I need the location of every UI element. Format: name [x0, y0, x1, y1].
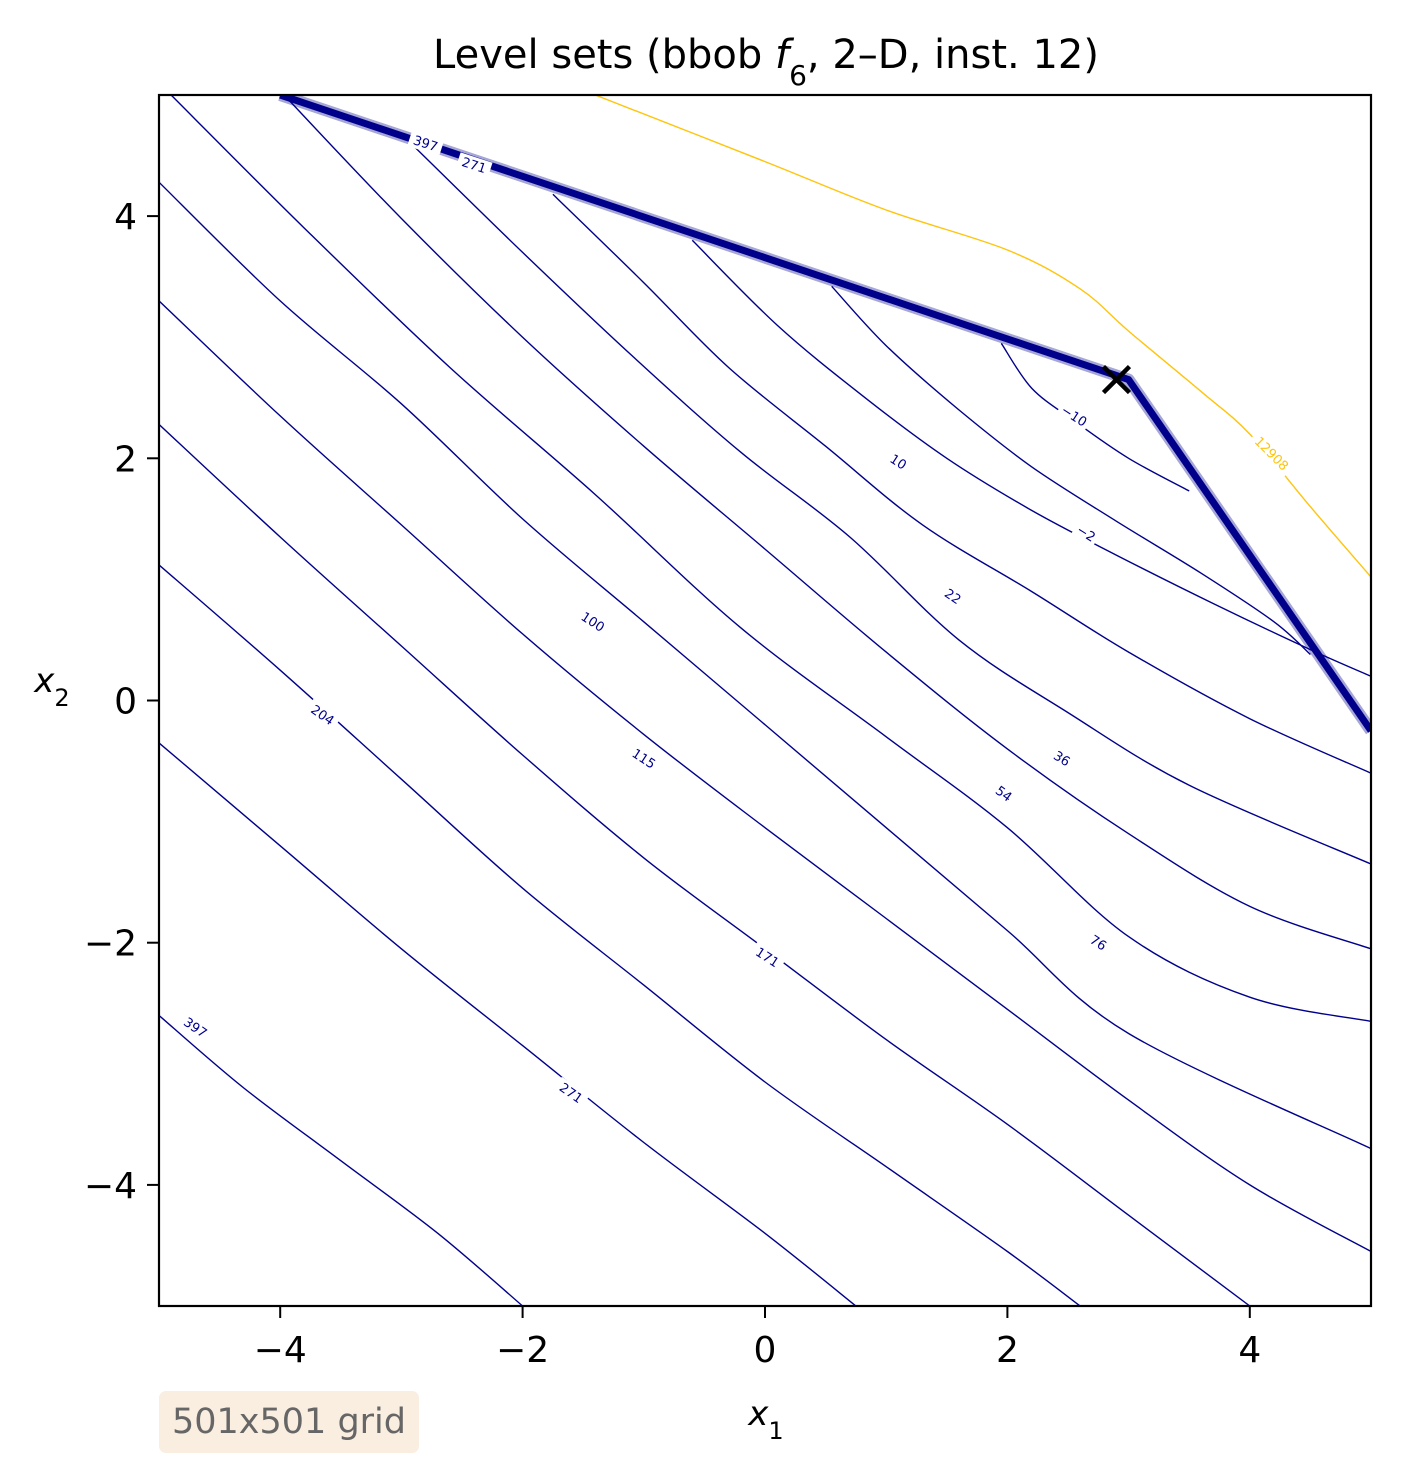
contour-line-22 — [552, 193, 1371, 774]
contour-line-171 — [159, 423, 1251, 1306]
y-axis-label: x2 — [33, 661, 69, 712]
optimum-marker-stroke-b — [1101, 364, 1132, 395]
ridge-contour-halo — [278, 95, 1371, 735]
contour-label-76-gap — [1083, 929, 1114, 957]
axis-label-subscript: 1 — [768, 1417, 783, 1445]
contour-label-54-gap — [988, 779, 1019, 808]
contours-layer — [159, 95, 1371, 1306]
contour-label-12908-gap — [1248, 429, 1296, 478]
contour-label-271-gap — [552, 1076, 590, 1110]
contour-label-204-gap — [304, 698, 341, 732]
ticks-layer: −4 −2 0 2 4 −4 −2 0 2 4 — [84, 197, 1261, 1371]
contour-label-171-gap — [748, 941, 786, 974]
y-tick-label: −4 — [84, 1166, 137, 1207]
title-prefix: Level sets (bbob — [433, 32, 775, 78]
grid-size-note: 501x501 grid — [159, 1391, 419, 1453]
y-tick-label: 4 — [114, 197, 137, 238]
y-tick-label: 2 — [114, 439, 137, 480]
y-tick-label: −2 — [84, 924, 137, 965]
contour-line-100 — [159, 181, 1371, 1150]
title-suffix: , 2–D, inst. 12) — [807, 32, 1099, 78]
contour-line-neg2 — [691, 239, 1371, 677]
contour-line-76 — [170, 95, 1371, 1023]
ridge-label-1: 271 — [455, 152, 493, 178]
contour-label-neg10-gap — [1055, 400, 1093, 432]
contour-label-neg2-gap — [1071, 519, 1102, 547]
x-tick-label: −2 — [496, 1330, 549, 1371]
x-axis-label: x1 — [747, 1394, 783, 1445]
y-tick-label: 0 — [114, 682, 137, 723]
x-tick-label: −4 — [254, 1330, 307, 1371]
contour-line-115 — [159, 300, 1371, 1253]
contour-label-100: 100 — [574, 605, 612, 638]
contour-label-22-gap — [938, 582, 968, 611]
contour-line-36 — [413, 145, 1371, 865]
ridge-contour-bundle — [279, 95, 1371, 733]
chart-title: Level sets (bbob f6, 2–D, inst. 12) — [433, 32, 1099, 92]
ridge-label-1-text: 271 — [460, 155, 488, 177]
contour-label-36: 36 — [1047, 745, 1077, 773]
optimum-marker-layer — [1101, 364, 1132, 395]
contour-label-10-gap — [883, 448, 914, 476]
axis-label-subscript: 2 — [54, 684, 69, 712]
title-func-subscript: 6 — [789, 59, 807, 92]
ridge-label-1-gap — [455, 152, 493, 178]
x-tick-label: 4 — [1238, 1330, 1261, 1371]
contour-label-115-gap — [625, 742, 663, 775]
contour-line-10 — [831, 285, 1311, 656]
contour-line-397 — [159, 1014, 524, 1306]
contour-label-36-text: 36 — [1050, 749, 1072, 770]
contour-label-36-gap — [1047, 745, 1077, 773]
ridge-label-0-text: 397 — [411, 133, 439, 155]
ridge-label-0: 397 — [407, 130, 445, 157]
axis-label-base: x — [747, 1394, 769, 1434]
x-tick-label: 0 — [754, 1330, 777, 1371]
contour-label-100-gap — [574, 605, 612, 638]
contour-labels-layer: −1010−2223654761001151712042713971290839… — [177, 130, 1296, 1110]
contour-line-204 — [159, 564, 1081, 1306]
ridge-label-0-gap — [407, 130, 445, 157]
contour-line-271 — [159, 742, 857, 1306]
contour-line-54 — [285, 96, 1371, 950]
contour-label-397-gap — [177, 1011, 214, 1044]
axis-label-base: x — [33, 661, 55, 701]
x-tick-label: 2 — [996, 1330, 1019, 1371]
